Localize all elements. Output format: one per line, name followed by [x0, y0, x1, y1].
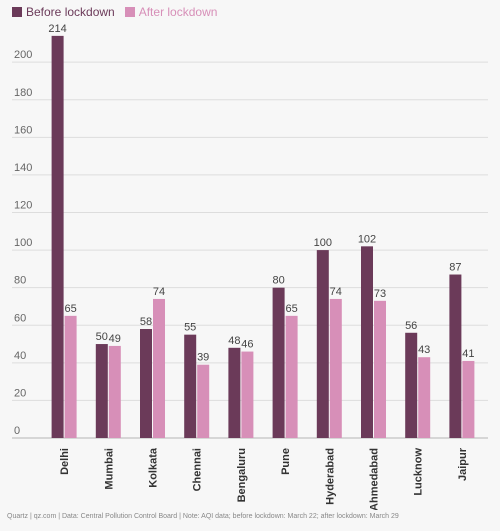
x-tick-label-bengaluru: Bengaluru [236, 448, 248, 502]
x-tick-label-pune: Pune [280, 448, 292, 475]
bar-before-bengaluru [228, 347, 241, 438]
bar-after-delhi [64, 315, 77, 438]
bar-before-chennai [184, 334, 197, 438]
data-label-before-ahmedabad: 102 [358, 233, 376, 245]
data-label-before-pune: 80 [272, 275, 284, 287]
x-tick-label-mumbai: Mumbai [103, 448, 115, 490]
y-tick-label-100: 100 [14, 237, 32, 249]
legend: Before lockdown After lockdown [12, 4, 217, 20]
data-label-before-kolkata: 58 [140, 316, 152, 328]
bar-after-ahmedabad [374, 300, 386, 438]
y-tick-label-200: 200 [14, 49, 32, 61]
data-label-before-hyderabad: 100 [314, 237, 332, 249]
bar-after-bengaluru [241, 351, 254, 438]
data-label-after-hyderabad: 74 [330, 286, 342, 298]
x-tick-label-ahmedabad: Ahmedabad [369, 448, 381, 510]
y-tick-label-160: 160 [14, 124, 32, 136]
data-label-before-delhi: 214 [48, 23, 66, 35]
data-label-after-lucknow: 43 [418, 344, 430, 356]
legend-item-after: After lockdown [124, 5, 218, 19]
y-tick-label-0: 0 [14, 425, 20, 437]
x-tick-label-lucknow: Lucknow [413, 448, 425, 496]
data-label-after-bengaluru: 46 [241, 339, 253, 351]
bar-before-jaipur [449, 274, 462, 438]
legend-label-before: Before lockdown [26, 5, 115, 19]
data-label-after-jaipur: 41 [462, 348, 474, 360]
x-tick-label-kolkata: Kolkata [148, 447, 160, 488]
bar-before-pune [272, 287, 285, 438]
data-label-after-kolkata: 74 [153, 286, 165, 298]
y-tick-label-80: 80 [14, 275, 26, 287]
legend-swatch-before [12, 7, 22, 17]
data-label-after-pune: 65 [285, 303, 297, 315]
bar-after-kolkata [153, 298, 165, 438]
data-label-before-mumbai: 50 [96, 331, 108, 343]
y-tick-label-20: 20 [14, 387, 26, 399]
y-tick-label-40: 40 [14, 350, 26, 362]
bar-before-lucknow [405, 332, 418, 438]
bar-before-kolkata [140, 329, 152, 438]
y-tick-label-180: 180 [14, 87, 32, 99]
data-label-before-lucknow: 56 [405, 320, 417, 332]
bar-before-ahmedabad [361, 246, 373, 438]
x-tick-label-jaipur: Jaipur [457, 447, 469, 481]
legend-swatch-after [124, 7, 135, 17]
bar-before-mumbai [95, 344, 108, 438]
y-tick-label-60: 60 [14, 312, 26, 324]
legend-label-after: After lockdown [138, 5, 218, 19]
data-label-after-chennai: 39 [197, 352, 209, 364]
x-tick-label-delhi: Delhi [59, 448, 71, 475]
bar-after-mumbai [108, 345, 121, 438]
legend-item-before: Before lockdown [12, 5, 115, 19]
bar-before-hyderabad [316, 250, 329, 438]
bar-after-pune [285, 315, 298, 438]
data-label-after-mumbai: 49 [109, 333, 121, 345]
y-tick-label-120: 120 [14, 200, 32, 212]
bar-after-lucknow [418, 357, 431, 438]
y-tick-label-140: 140 [14, 162, 32, 174]
data-label-before-jaipur: 87 [449, 262, 461, 274]
data-label-after-ahmedabad: 73 [374, 288, 386, 300]
bar-after-chennai [197, 364, 210, 438]
bar-after-jaipur [462, 360, 475, 438]
source-note: Quartz | qz.com | Data: Central Pollutio… [7, 513, 399, 520]
data-label-before-bengaluru: 48 [228, 335, 240, 347]
x-tick-label-chennai: Chennai [192, 448, 204, 491]
data-label-before-chennai: 55 [184, 322, 196, 334]
bar-before-delhi [51, 35, 64, 439]
bar-after-hyderabad [329, 298, 342, 438]
x-tick-label-hyderabad: Hyderabad [324, 448, 336, 505]
data-label-after-delhi: 65 [64, 303, 76, 315]
